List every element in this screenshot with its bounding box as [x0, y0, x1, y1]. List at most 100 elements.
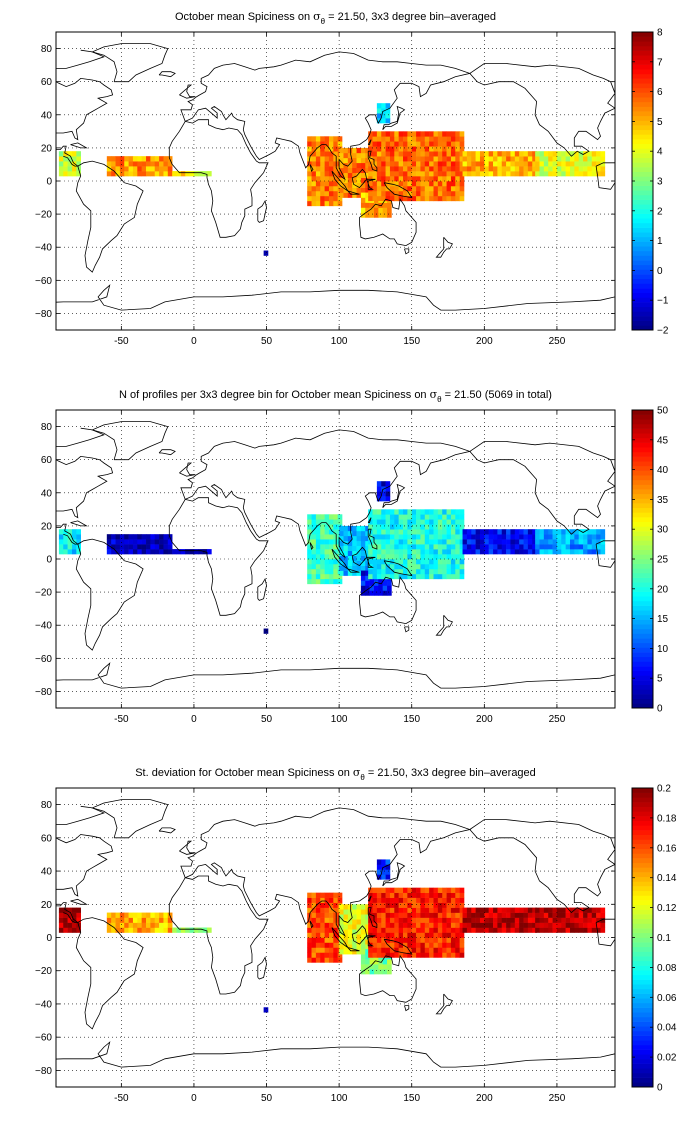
heatmap-cell: [411, 887, 417, 893]
heatmap-cell: [479, 156, 485, 162]
heatmap-cell: [523, 549, 529, 555]
colorbar-segment: [632, 797, 653, 803]
heatmap-cell: [352, 172, 357, 178]
heatmap-cell: [574, 917, 580, 923]
heatmap-cell: [368, 195, 373, 202]
heatmap-cell: [411, 942, 417, 948]
heatmap-cell: [63, 912, 68, 918]
heatmap-cell: [510, 917, 516, 923]
heatmap-cell: [407, 927, 413, 933]
coastline: [469, 441, 615, 535]
heatmap-cell: [389, 887, 395, 893]
heatmap-cell: [352, 530, 357, 537]
heatmap-cell: [523, 156, 529, 162]
heatmap-cell: [372, 190, 378, 197]
x-tick-label: -50: [114, 336, 129, 347]
heatmap-cell: [389, 554, 395, 560]
heatmap-cell: [506, 912, 511, 918]
heatmap-cell: [587, 161, 593, 167]
heatmap-cell: [352, 904, 357, 910]
heatmap-cell: [429, 568, 434, 575]
colorbar-segment: [632, 292, 653, 298]
coastline: [367, 528, 378, 550]
heatmap-cell: [600, 549, 606, 555]
heatmap-cell: [324, 568, 330, 575]
heatmap-cell: [106, 171, 112, 177]
heatmap-cell: [596, 549, 601, 555]
heatmap-cell: [420, 932, 426, 938]
heatmap-cell: [437, 529, 443, 535]
heatmap-cell: [307, 942, 312, 948]
heatmap-cell: [484, 912, 489, 918]
heatmap-cell: [407, 947, 413, 953]
heatmap-cell: [381, 559, 386, 565]
heatmap-cell: [376, 131, 382, 137]
colorbar-segment: [632, 839, 653, 845]
colorbar-segment: [632, 572, 653, 578]
heatmap-cell: [519, 917, 524, 923]
heatmap-cell: [141, 549, 147, 555]
heatmap-cell: [207, 171, 212, 177]
heatmap-cell: [356, 909, 362, 915]
heatmap-cell: [574, 161, 580, 167]
heatmap-cell: [137, 544, 142, 550]
heatmap-cell: [600, 922, 606, 928]
heatmap-cell: [433, 922, 439, 928]
heatmap-cell: [420, 534, 426, 540]
heatmap-cell: [343, 545, 349, 552]
heatmap-cell: [398, 529, 404, 535]
heatmap-cell: [424, 897, 430, 903]
heatmap-cell: [376, 563, 382, 570]
heatmap-cell: [420, 509, 426, 515]
heatmap-cell: [450, 195, 456, 202]
heatmap-cell: [578, 544, 584, 550]
heatmap-cell: [548, 156, 553, 162]
heatmap-cell: [398, 932, 404, 938]
heatmap-cell: [328, 146, 334, 152]
coastline: [70, 142, 88, 149]
heatmap-cell: [411, 141, 417, 147]
heatmap-cell: [324, 534, 330, 540]
heatmap-cell: [429, 559, 434, 565]
heatmap-cell: [376, 141, 382, 147]
heatmap-cell: [389, 181, 395, 187]
heatmap-cell: [407, 539, 413, 545]
heatmap-cell: [479, 171, 485, 177]
heatmap-cell: [437, 559, 443, 565]
heatmap-cell: [403, 952, 408, 958]
coastline: [180, 51, 472, 181]
heatmap-cell: [497, 922, 503, 928]
heatmap-cell: [376, 912, 382, 918]
heatmap-cell: [429, 156, 434, 162]
heatmap-cell: [381, 166, 386, 172]
heatmap-cell: [352, 187, 357, 193]
heatmap-cell: [433, 181, 439, 187]
heatmap-cell: [389, 151, 395, 157]
heatmap-cell: [539, 151, 545, 157]
colorbar-segment: [632, 1026, 653, 1032]
colorbar-tick-label: 4: [657, 147, 663, 158]
heatmap-cell: [403, 937, 408, 943]
heatmap-cell: [583, 549, 588, 555]
heatmap-cell: [429, 544, 434, 550]
heatmap-cell: [433, 942, 439, 948]
heatmap-cell: [307, 176, 312, 182]
heatmap-cell: [369, 580, 375, 586]
heatmap-cell: [356, 530, 362, 537]
colorbar-tick-label: 30: [657, 525, 669, 536]
colorbar-segment: [632, 465, 653, 471]
heatmap-cell: [424, 937, 430, 943]
heatmap-cell: [416, 509, 421, 515]
heatmap-cell: [497, 907, 503, 913]
heatmap-cell: [596, 922, 601, 928]
heatmap-cell: [578, 534, 584, 540]
heatmap-cell: [429, 892, 434, 898]
heatmap-cell: [510, 922, 516, 928]
heatmap-cell: [315, 957, 321, 963]
heatmap-cell: [369, 585, 375, 591]
heatmap-cell: [539, 539, 545, 545]
heatmap-cell: [337, 200, 343, 207]
heatmap-cell: [403, 514, 408, 520]
heatmap-cell: [339, 525, 344, 532]
heatmap-cell: [385, 146, 391, 152]
